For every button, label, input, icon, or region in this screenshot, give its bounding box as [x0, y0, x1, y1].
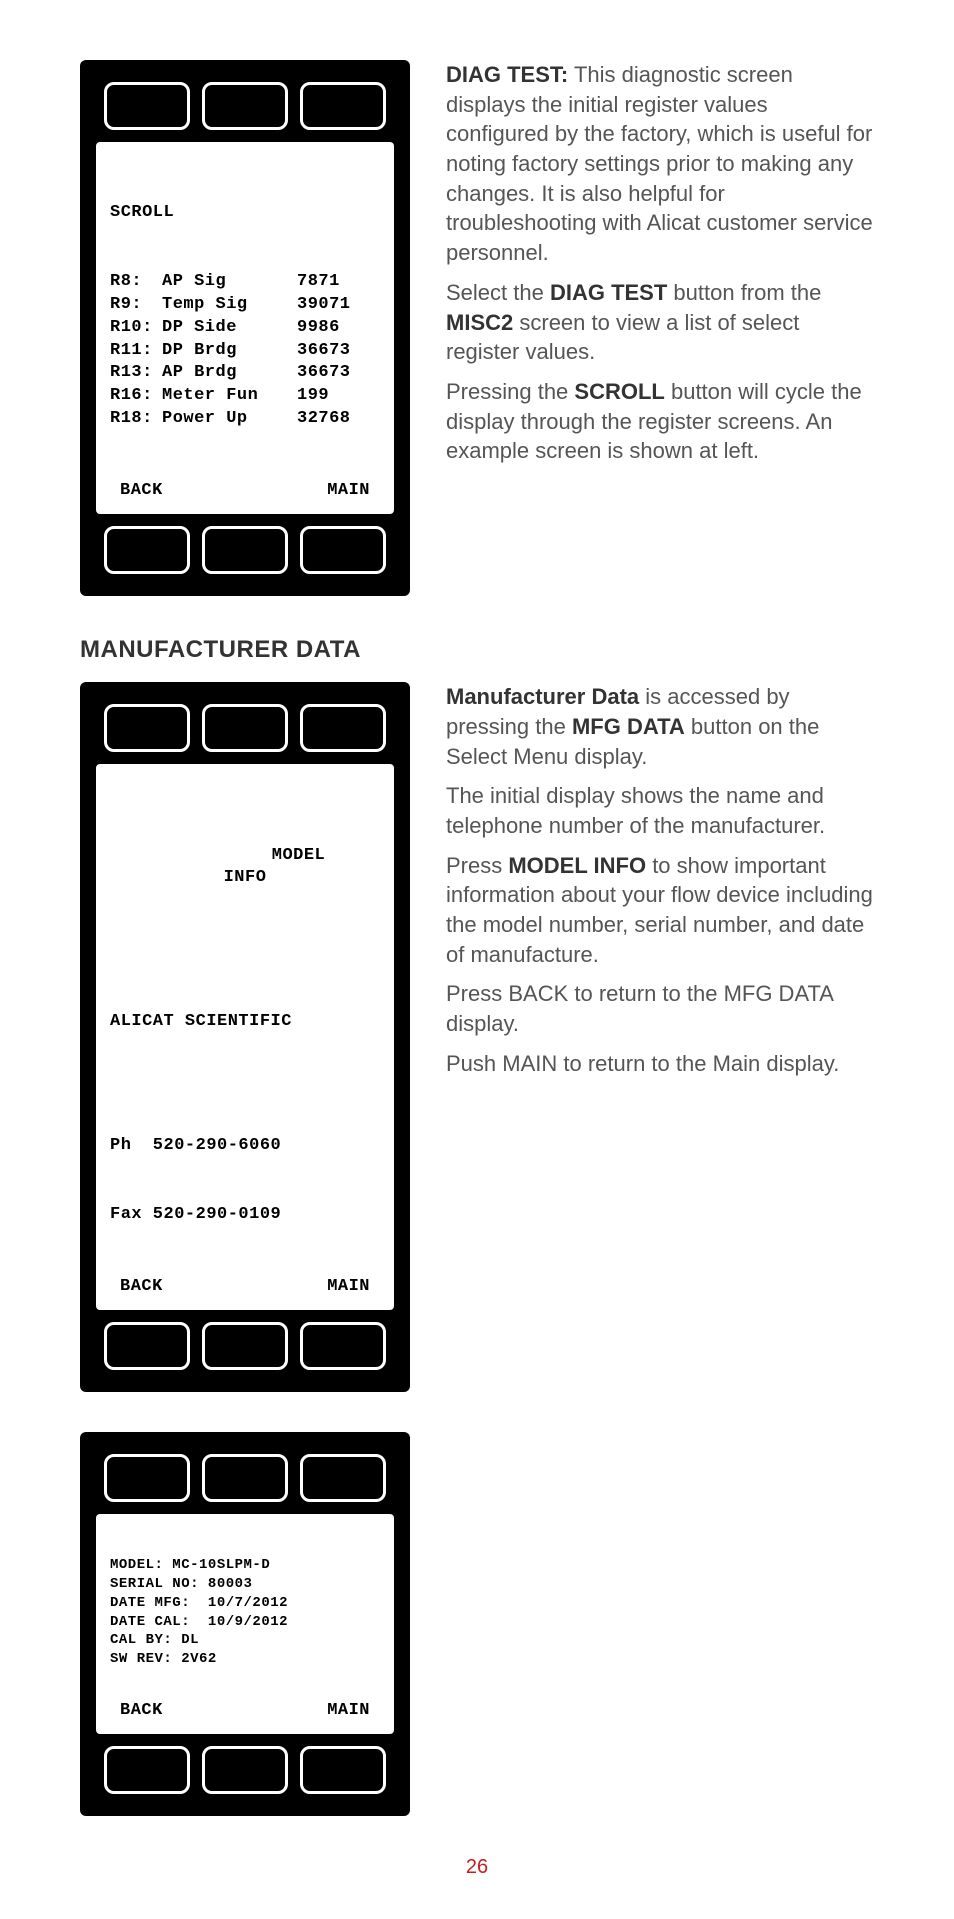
hw-button[interactable]	[202, 1746, 288, 1794]
page-number: 26	[80, 1856, 874, 1879]
phone: Ph 520-290-6060	[110, 1135, 380, 1158]
hw-button[interactable]	[202, 82, 288, 130]
main-label: MAIN	[327, 1277, 370, 1296]
diag-lead: DIAG TEST:	[446, 62, 568, 87]
back-label: BACK	[120, 1277, 163, 1296]
hw-button[interactable]	[104, 526, 190, 574]
register-row: R11:DP Brdg36673	[110, 340, 380, 363]
model-info-label: MODELINFO	[110, 824, 380, 909]
model-info-line: DATE CAL: 10/9/2012	[110, 1613, 380, 1632]
register-row: R16:Meter Fun199	[110, 385, 380, 408]
register-row: R18:Power Up32768	[110, 408, 380, 431]
hw-button[interactable]	[300, 1322, 386, 1370]
bottom-button-row	[96, 526, 394, 574]
mfg-device-2: MODEL: MC-10SLPM-DSERIAL NO: 80003DATE M…	[80, 1432, 410, 1816]
company-name: ALICAT SCIENTIFIC	[110, 1011, 380, 1034]
main-label: MAIN	[327, 481, 370, 500]
hw-button[interactable]	[300, 526, 386, 574]
hw-button[interactable]	[202, 1454, 288, 1502]
mfg-text: Manufacturer Data is accessed by pressin…	[446, 682, 874, 1392]
mfg2-screen: MODEL: MC-10SLPM-DSERIAL NO: 80003DATE M…	[96, 1514, 394, 1734]
diag-text: DIAG TEST: This diagnostic screen displa…	[446, 60, 874, 596]
hw-button[interactable]	[300, 704, 386, 752]
diag-screen: SCROLL R8:AP Sig7871R9:Temp Sig39071R10:…	[96, 142, 394, 514]
mfg-device-1: MODELINFO ALICAT SCIENTIFIC Ph 520-290-6…	[80, 682, 410, 1392]
model-info-line: CAL BY: DL	[110, 1631, 380, 1650]
diag-device: SCROLL R8:AP Sig7871R9:Temp Sig39071R10:…	[80, 60, 410, 596]
section-heading: MANUFACTURER DATA	[80, 636, 874, 664]
hw-button[interactable]	[202, 704, 288, 752]
hw-button[interactable]	[104, 1746, 190, 1794]
main-label: MAIN	[327, 1701, 370, 1720]
scroll-label: SCROLL	[110, 202, 380, 225]
register-row: R9:Temp Sig39071	[110, 294, 380, 317]
mfg1-screen: MODELINFO ALICAT SCIENTIFIC Ph 520-290-6…	[96, 764, 394, 1310]
register-row: R13:AP Brdg36673	[110, 362, 380, 385]
back-label: BACK	[120, 1701, 163, 1720]
model-info-line: DATE MFG: 10/7/2012	[110, 1594, 380, 1613]
hw-button[interactable]	[202, 526, 288, 574]
model-info-line: SW REV: 2V62	[110, 1650, 380, 1669]
register-row: R10:DP Side9986	[110, 317, 380, 340]
hw-button[interactable]	[202, 1322, 288, 1370]
register-row: R8:AP Sig7871	[110, 271, 380, 294]
hw-button[interactable]	[300, 1454, 386, 1502]
hw-button[interactable]	[104, 1454, 190, 1502]
back-label: BACK	[120, 481, 163, 500]
model-info-line: MODEL: MC-10SLPM-D	[110, 1556, 380, 1575]
model-info-line: SERIAL NO: 80003	[110, 1575, 380, 1594]
hw-button[interactable]	[104, 704, 190, 752]
hw-button[interactable]	[300, 82, 386, 130]
hw-button[interactable]	[104, 82, 190, 130]
hw-button[interactable]	[300, 1746, 386, 1794]
hw-button[interactable]	[104, 1322, 190, 1370]
fax: Fax 520-290-0109	[110, 1204, 380, 1227]
top-button-row	[96, 82, 394, 130]
